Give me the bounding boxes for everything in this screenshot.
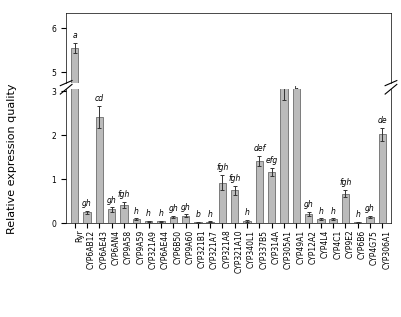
Text: h: h (208, 210, 213, 219)
Bar (133, 288, 140, 292)
Bar (83, 212, 91, 223)
Bar (354, 222, 361, 223)
Bar (280, 145, 288, 292)
Bar (342, 194, 349, 223)
Text: efg: efg (265, 156, 278, 165)
Bar (280, 76, 288, 223)
Bar (243, 221, 251, 223)
Text: cd: cd (95, 94, 104, 103)
Bar (354, 291, 361, 292)
Bar (305, 282, 312, 292)
Bar (255, 230, 263, 292)
Bar (157, 221, 164, 223)
Text: gh: gh (365, 204, 375, 213)
Bar (145, 290, 152, 292)
Text: fgh: fgh (118, 190, 130, 199)
Text: def: def (253, 144, 265, 153)
Bar (317, 288, 324, 292)
Bar (194, 291, 201, 292)
Bar (367, 286, 374, 292)
Bar (231, 259, 239, 292)
Text: b: b (294, 87, 299, 95)
Bar (157, 290, 164, 292)
Bar (342, 262, 349, 292)
Text: bc: bc (279, 109, 288, 118)
Bar (379, 203, 386, 292)
Bar (83, 281, 91, 292)
Bar (120, 205, 128, 223)
Bar (317, 219, 324, 223)
Text: gh: gh (180, 203, 190, 212)
Text: h: h (158, 209, 163, 218)
Text: fgh: fgh (216, 163, 229, 172)
Text: de: de (378, 116, 387, 125)
Text: gh: gh (168, 204, 178, 213)
Bar (108, 278, 115, 292)
Text: h: h (245, 208, 249, 217)
Bar (207, 222, 214, 223)
Bar (305, 214, 312, 223)
Bar (293, 49, 300, 223)
Text: gh: gh (107, 196, 117, 204)
Bar (133, 219, 140, 223)
Bar (182, 284, 189, 292)
Text: h: h (331, 207, 336, 216)
Text: h: h (134, 207, 139, 216)
Text: gh: gh (82, 199, 92, 208)
Bar (379, 134, 386, 223)
Bar (170, 286, 177, 292)
Bar (268, 241, 275, 292)
Bar (96, 117, 103, 223)
Text: h: h (355, 210, 360, 219)
Text: fgh: fgh (229, 174, 241, 184)
Bar (96, 186, 103, 292)
Bar (71, 48, 79, 292)
Bar (219, 183, 226, 223)
Text: b: b (195, 210, 200, 219)
Text: Relative expression quality: Relative expression quality (7, 83, 17, 234)
Bar (330, 288, 337, 292)
Bar (145, 221, 152, 223)
Text: gh: gh (304, 200, 314, 210)
Text: a: a (73, 31, 77, 40)
Bar (170, 217, 177, 223)
Bar (367, 217, 374, 223)
Bar (268, 172, 275, 223)
Bar (243, 289, 251, 292)
Bar (120, 274, 128, 292)
Bar (182, 216, 189, 223)
Bar (293, 118, 300, 292)
Bar (231, 191, 239, 223)
Text: h: h (146, 209, 151, 218)
Bar (219, 251, 226, 292)
Text: fgh: fgh (339, 178, 352, 187)
Bar (194, 222, 201, 223)
Bar (255, 161, 263, 223)
Bar (71, 0, 79, 223)
Text: h: h (318, 207, 323, 216)
Bar (207, 290, 214, 292)
Bar (330, 219, 337, 223)
Bar (108, 210, 115, 223)
